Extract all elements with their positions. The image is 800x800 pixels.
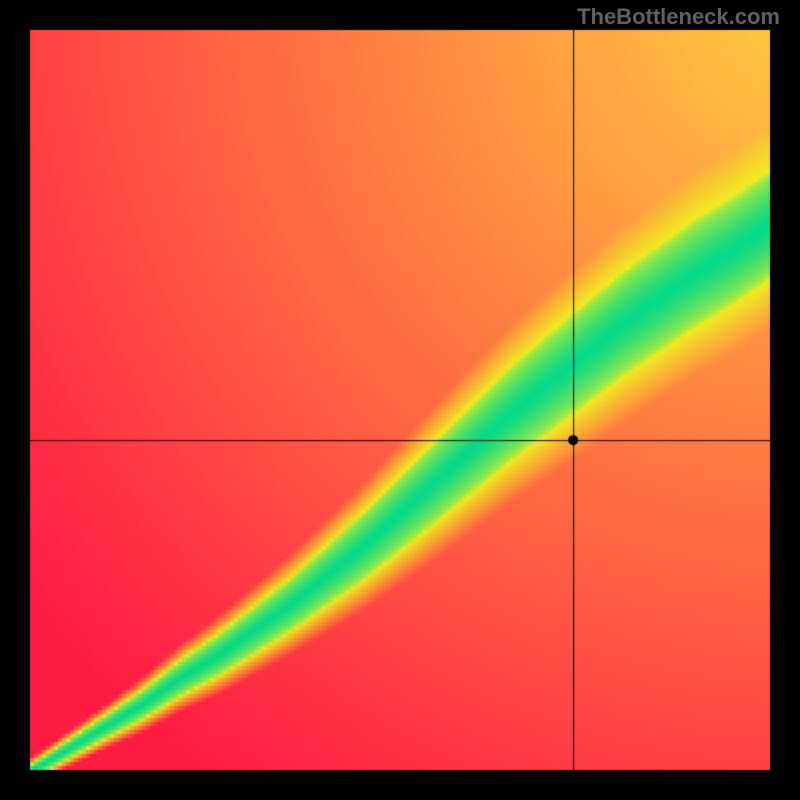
chart-container: TheBottleneck.com	[0, 0, 800, 800]
heatmap-canvas	[0, 0, 800, 800]
watermark-text: TheBottleneck.com	[577, 4, 780, 30]
